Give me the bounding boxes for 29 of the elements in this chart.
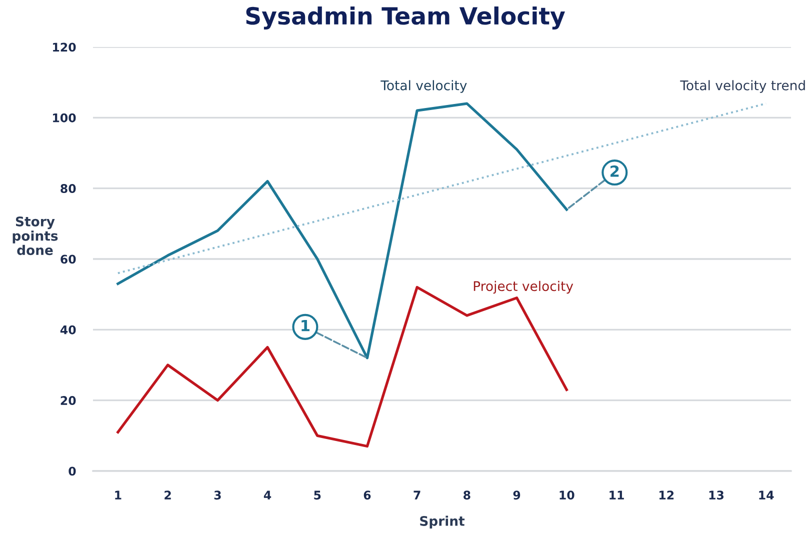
y-tick-label: 80 [60,184,76,193]
x-tick-label: 5 [314,490,321,500]
x-tick-label: 2 [164,490,171,500]
x-tick-label: 1 [115,490,122,500]
x-tick-label: 3 [214,490,221,500]
series-label: Total velocity trend [680,80,805,93]
x-tick-label: 13 [709,490,724,500]
x-tick-label: 14 [759,490,774,500]
y-tick-label: 20 [60,396,76,405]
x-tick-label: 7 [414,490,420,500]
annotation: 2 [610,165,619,177]
x-tick-label: 8 [464,490,470,500]
y-axis-title: Story points done [12,216,58,256]
x-tick-label: 10 [560,490,574,500]
x-tick-label: 6 [364,490,371,500]
y-tick-label: 100 [53,113,76,122]
x-tick-label: 9 [513,490,520,500]
x-tick-label: 4 [264,490,272,500]
chart-title: Sysadmin Team Velocity [246,6,565,30]
y-tick-label: 60 [60,254,76,264]
x-tick-label: 12 [659,490,674,500]
series-label: Total velocity [380,80,467,93]
series-label: Project velocity [474,280,574,294]
y-tick-label: 0 [68,466,76,476]
y-tick-label: 120 [53,42,76,52]
y-tick-label: 40 [60,325,76,334]
x-axis-title: Sprint [420,516,465,529]
x-tick-label: 11 [610,490,624,500]
annotation: 1 [302,320,310,332]
